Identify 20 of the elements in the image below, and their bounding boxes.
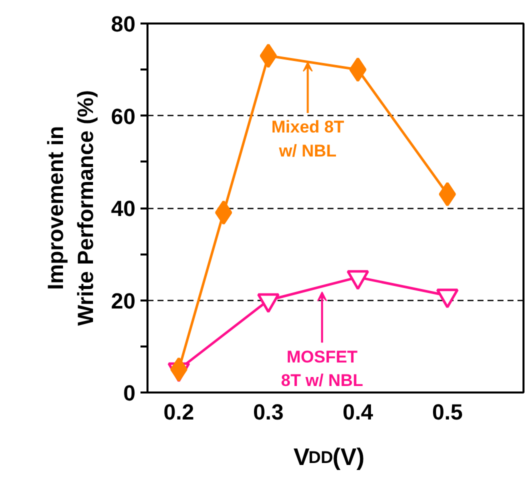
point <box>346 270 370 290</box>
point <box>215 200 232 225</box>
y-tick-label: 80 <box>111 12 136 36</box>
x-tick-label: 0.5 <box>432 400 463 424</box>
point <box>260 44 277 68</box>
x-axis-title: VDD(V) <box>294 444 364 471</box>
y-tick-label: 60 <box>111 104 136 129</box>
point <box>349 57 366 82</box>
y-tick-label: 20 <box>111 288 136 314</box>
point <box>436 288 459 308</box>
x-tick-label: 0.3 <box>253 400 284 424</box>
y-axis-title: Improvement in Write Performance (%) <box>43 90 98 326</box>
x-tick-label: 0.2 <box>164 400 194 424</box>
y-tick-label: 0 <box>123 380 136 406</box>
y-tick-label: 40 <box>111 196 136 221</box>
point <box>438 182 456 206</box>
point <box>257 293 280 314</box>
x-tick-label: 0.4 <box>342 400 374 424</box>
annotation: MOSFET 8T w/ NBL <box>280 347 364 390</box>
annotation: Mixed 8T w/ NBL <box>271 118 345 160</box>
